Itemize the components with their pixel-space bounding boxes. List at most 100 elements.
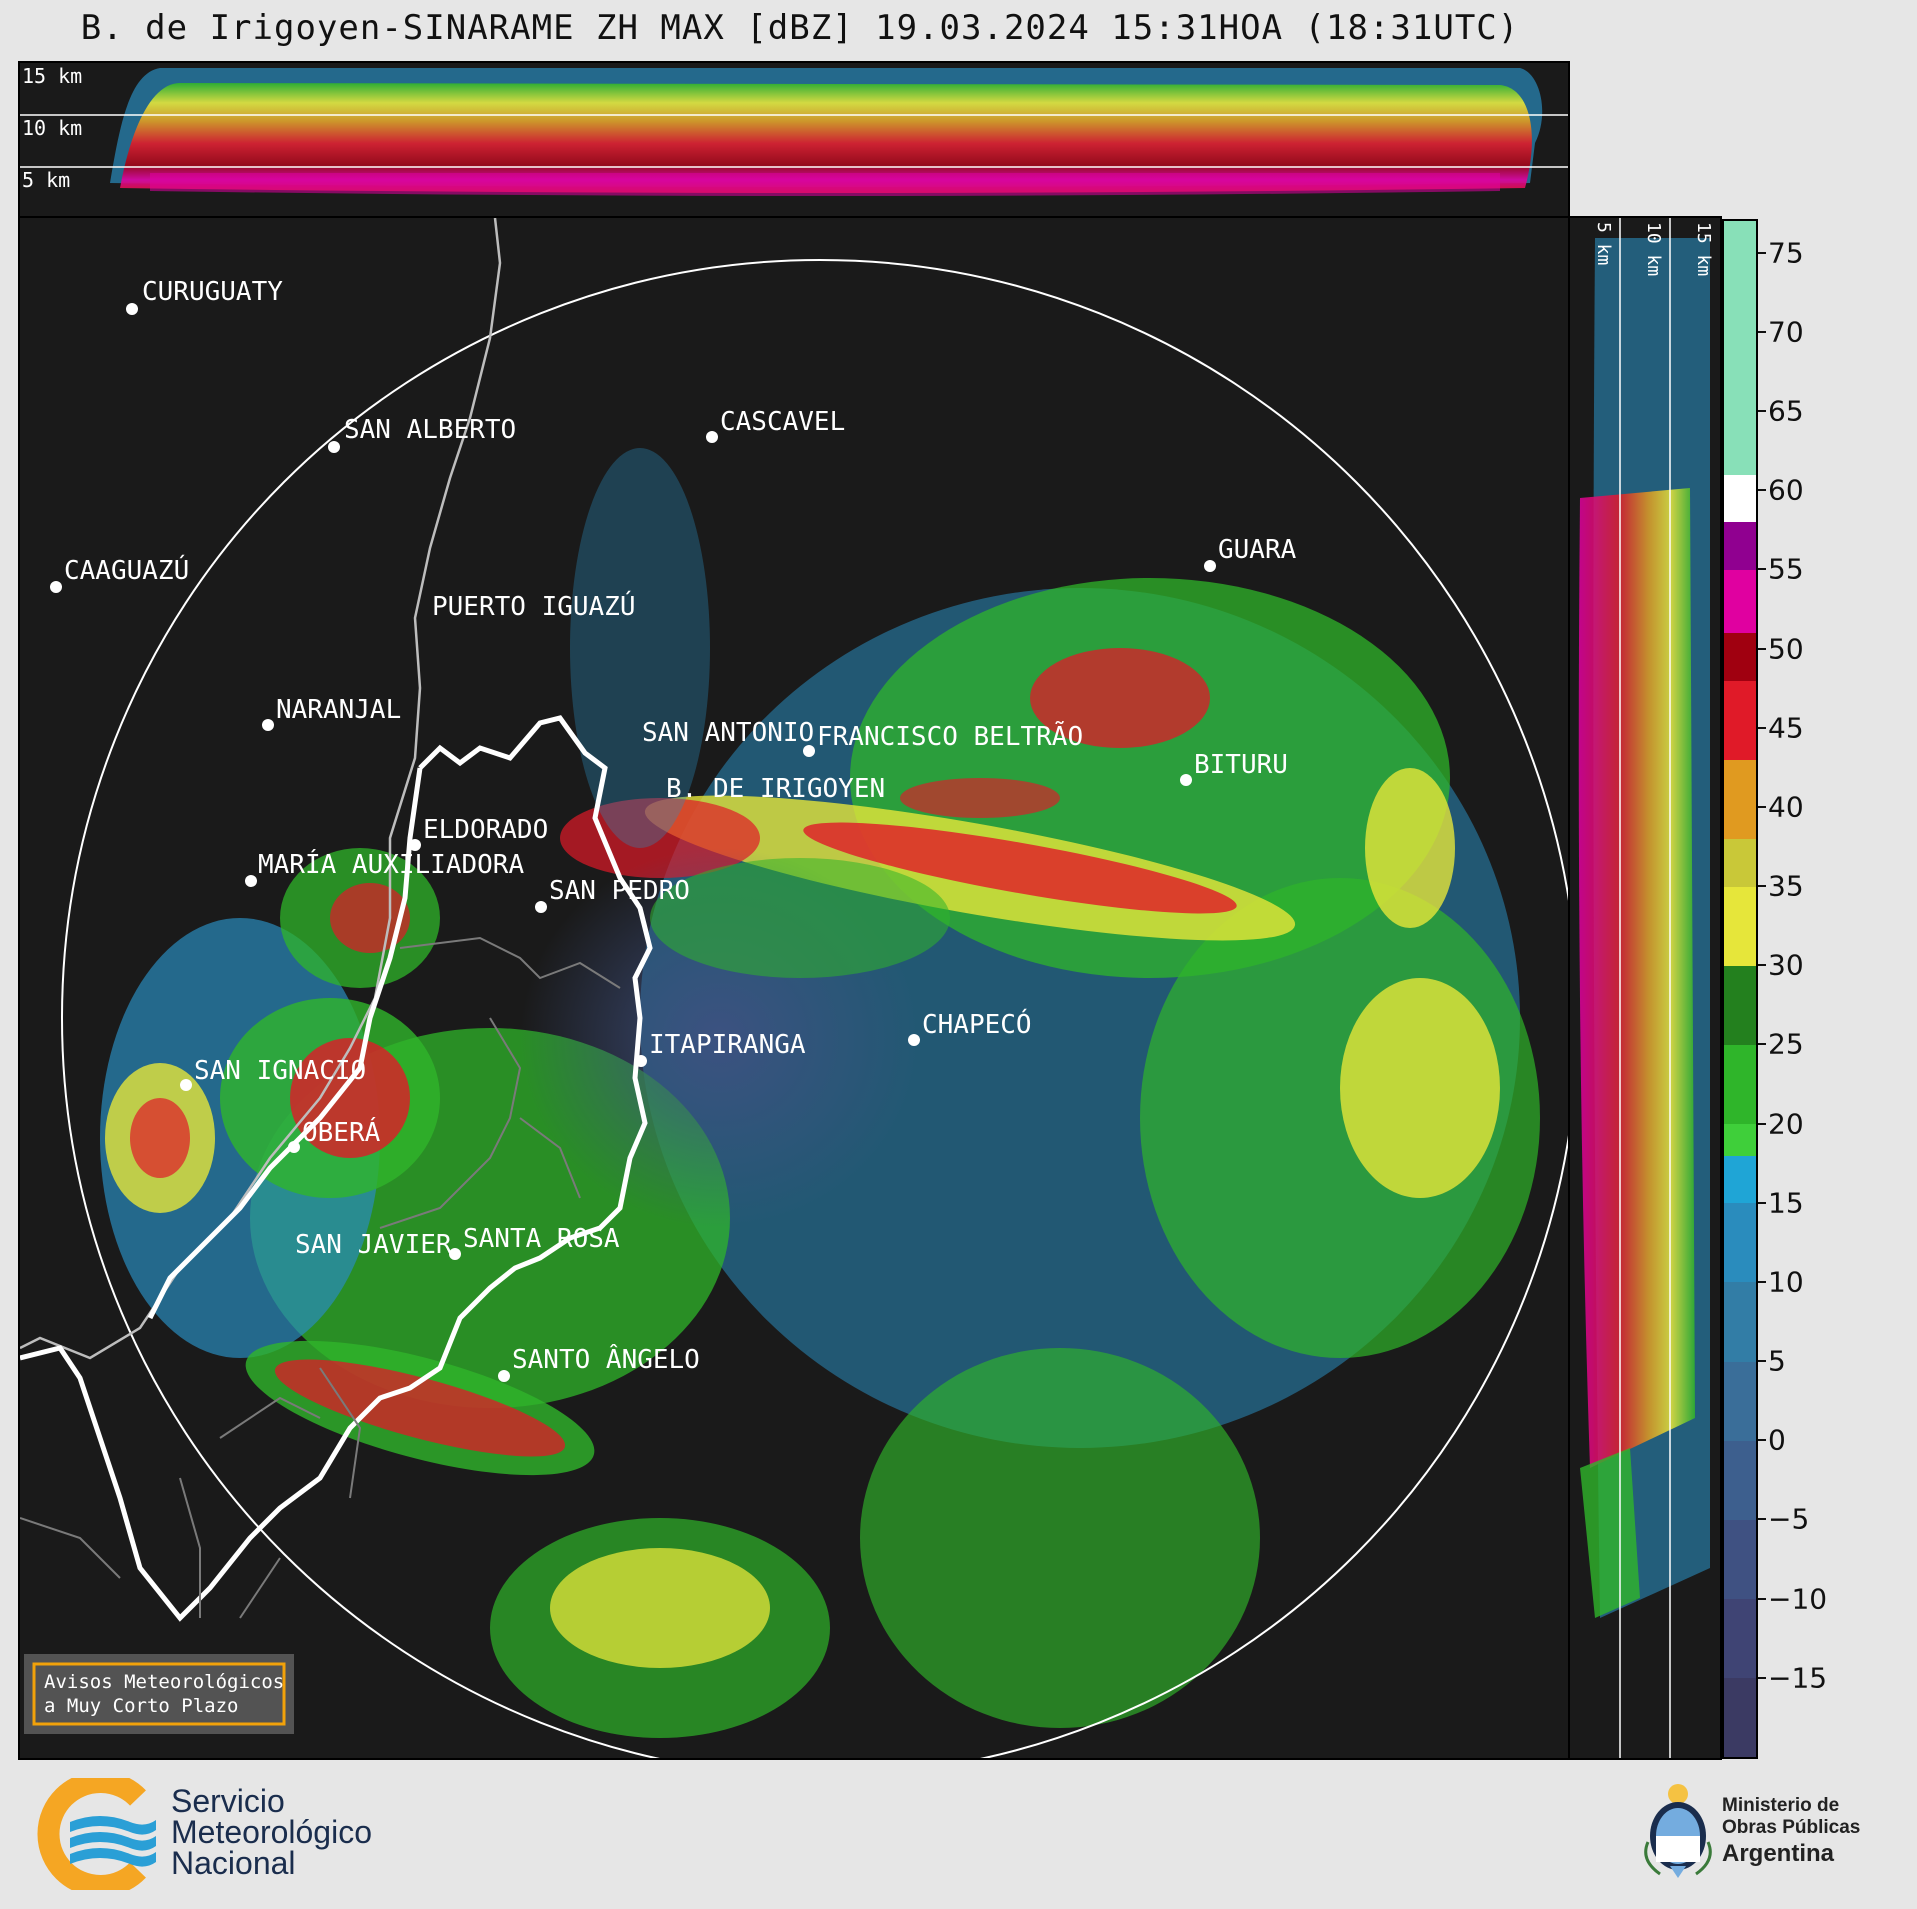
colorbar-tick-mark [1758, 1043, 1766, 1046]
city-dot-obera [288, 1141, 300, 1153]
side-height-label-10: 10 km [1643, 222, 1664, 276]
colorbar-tick-label: 75 [1768, 236, 1804, 270]
city-label-cascavel: CASCAVEL [720, 407, 845, 437]
city-dot-santa-rosa [449, 1248, 461, 1260]
colorbar-segment [1724, 680, 1756, 760]
colorbar-tick-mark [1758, 1122, 1766, 1125]
reflectivity-echoes [100, 448, 1540, 1738]
top-cross-section: 15 km 10 km 5 km [20, 64, 1568, 196]
colorbar-segment [1724, 1361, 1756, 1441]
city-label-san-alberto: SAN ALBERTO [344, 415, 516, 445]
colorbar-tick-label: 10 [1768, 1265, 1804, 1299]
top-height-label-5: 5 km [22, 168, 70, 192]
city-dot-curuguaty [126, 303, 138, 315]
side-cross-section-panel: 5 km 10 km 15 km [1568, 216, 1722, 1760]
colorbar-segment [1724, 1202, 1756, 1283]
city-dot-cascavel [706, 431, 718, 443]
colorbar-tick-mark [1758, 330, 1766, 333]
colorbar-tick-mark [1758, 726, 1766, 729]
colorbar-tick-label: −5 [1768, 1502, 1810, 1536]
city-label-b-de-irigoyen: B. DE IRIGOYEN [666, 774, 885, 804]
country-border [20, 715, 653, 1622]
colorbar-segment [1724, 1519, 1756, 1600]
colorbar-tick-mark [1758, 964, 1766, 967]
colorbar-tick-mark [1758, 1201, 1766, 1204]
colorbar-tick-label: 50 [1768, 632, 1804, 666]
colorbar-segment [1724, 221, 1756, 475]
colorbar-segment [1724, 1123, 1756, 1156]
colorbar-segment [1724, 569, 1756, 634]
colorbar-tick-mark [1758, 805, 1766, 808]
side-cross-section: 5 km 10 km 15 km [1578, 218, 1714, 1758]
ministry-line2: Obras Públicas [1722, 1817, 1861, 1838]
side-height-label-15: 15 km [1693, 222, 1714, 276]
colorbar-tick-mark [1758, 1676, 1766, 1679]
city-label-chapeco: CHAPECÓ [922, 1008, 1032, 1040]
top-height-label-15: 15 km [22, 64, 82, 88]
colorbar-tick-label: 70 [1768, 315, 1804, 349]
colorbar-tick-mark [1758, 647, 1766, 650]
city-dot-caaguazu [50, 581, 62, 593]
colorbar-tick-mark [1758, 1280, 1766, 1283]
top-cross-section-panel: 15 km 10 km 5 km [18, 61, 1570, 218]
side-height-label-5: 5 km [1593, 222, 1614, 265]
range-ring [61, 259, 1568, 1758]
city-label-itapiranga: ITAPIRANGA [649, 1030, 806, 1060]
colorbar-tick-mark [1758, 885, 1766, 888]
city-label-curuguaty: CURUGUATY [142, 277, 283, 307]
smn-logo-icon [37, 1778, 156, 1890]
city-label-obera: OBERÁ [302, 1116, 381, 1148]
colorbar-segment [1724, 759, 1756, 840]
radar-map-panel: CURUGUATY SAN ALBERTO CASCAVEL CAAGUAZÚ … [18, 216, 1570, 1760]
smn-line2: Meteorológico [171, 1814, 372, 1850]
city-dot-san-ignacio [180, 1079, 192, 1091]
colorbar-tick-mark [1758, 410, 1766, 413]
colorbar-tick-label: 40 [1768, 790, 1804, 824]
smn-logo-text: Servicio Meteorológico Nacional [171, 1785, 372, 1879]
colorbar-tick-label: 35 [1768, 869, 1804, 903]
ministry-logo-text: Ministerio de Obras Públicas Argentina [1722, 1795, 1860, 1869]
city-label-santa-rosa: SANTA ROSA [463, 1224, 620, 1254]
city-dot-eldorado [409, 839, 421, 851]
radar-map: CURUGUATY SAN ALBERTO CASCAVEL CAAGUAZÚ … [20, 218, 1568, 1758]
colorbar-segment [1724, 886, 1756, 966]
colorbar-tick-mark [1758, 1518, 1766, 1521]
colorbar-tick-mark [1758, 1439, 1766, 1442]
page-title: B. de Irigoyen-SINARAME ZH MAX [dBZ] 19.… [80, 8, 1520, 48]
colorbar-tick-label: 55 [1768, 552, 1804, 586]
colorbar-tick-label: 60 [1768, 473, 1804, 507]
colorbar-tick-mark [1758, 568, 1766, 571]
city-dot-santo-angelo [498, 1370, 510, 1382]
city-label-eldorado: ELDORADO [423, 815, 548, 845]
colorbar-tick-label: 20 [1768, 1107, 1804, 1141]
ministry-line3: Argentina [1722, 1840, 1835, 1867]
colorbar-tick-label: −15 [1768, 1661, 1828, 1695]
city-label-maria-auxiliadora: MARÍA AUXILIADORA [258, 848, 524, 880]
warning-box[interactable]: Avisos Meteorológicos a Muy Corto Plazo [24, 1654, 294, 1734]
colorbar-tick-label: 30 [1768, 948, 1804, 982]
warning-box-line2: a Muy Corto Plazo [44, 1695, 238, 1717]
city-label-san-antonio: SAN ANTONIO [642, 718, 814, 748]
city-label-guara: GUARA [1218, 535, 1297, 565]
city-label-santo-angelo: SANTO ÂNGELO [512, 1343, 700, 1375]
colorbar-segment [1724, 1044, 1756, 1125]
warning-box-line1: Avisos Meteorológicos [44, 1671, 284, 1693]
department-borders [20, 936, 621, 1619]
city-label-san-javier: SAN JAVIER [295, 1230, 452, 1260]
ministry-line1: Ministerio de [1722, 1795, 1840, 1816]
city-label-san-ignacio: SAN IGNACIO [194, 1056, 366, 1086]
colorbar-tick-label: 65 [1768, 394, 1804, 428]
colorbar-segment [1724, 1155, 1756, 1204]
colorbar-segment [1724, 965, 1756, 1045]
city-label-francisco-beltrao: FRANCISCO BELTRÃO [817, 720, 1083, 752]
colorbar-segment [1724, 838, 1756, 887]
city-label-caaguazu: CAAGUAZÚ [64, 554, 189, 586]
colorbar-segment [1724, 1281, 1756, 1362]
city-label-bituru: BITURU [1194, 750, 1288, 780]
colorbar-segment [1724, 1598, 1756, 1679]
city-label-puerto-iguazu: PUERTO IGUAZÚ [432, 590, 636, 622]
colorbar-tick-mark [1758, 1597, 1766, 1600]
colorbar-tick-label: −10 [1768, 1582, 1828, 1616]
city-dot-francisco-beltrao [803, 745, 815, 757]
city-dot-naranjal [262, 719, 274, 731]
